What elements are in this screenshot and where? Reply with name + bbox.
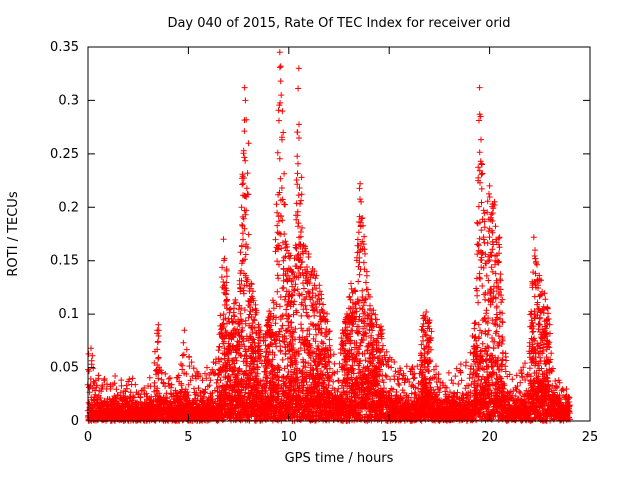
- plot-area: [88, 47, 590, 421]
- spike-points: [154, 64, 554, 412]
- x-tick-label: 0: [84, 430, 92, 445]
- y-axis-label: ROTI / TECUs: [6, 191, 21, 276]
- x-tick-label: 10: [281, 430, 298, 445]
- y-tick-label: 0.3: [58, 93, 79, 108]
- x-axis-label: GPS time / hours: [285, 451, 394, 466]
- y-tick-label: 0: [71, 414, 79, 429]
- y-tick-label: 0.15: [50, 254, 79, 269]
- y-tick-label: 0.35: [50, 40, 79, 55]
- chart-title: Day 040 of 2015, Rate Of TEC Index for r…: [167, 16, 510, 31]
- y-tick-label: 0.1: [58, 307, 79, 322]
- x-tick-label: 5: [184, 430, 192, 445]
- peak-points: [88, 49, 551, 352]
- x-tick-label: 25: [582, 430, 599, 445]
- x-tick-label: 15: [381, 430, 398, 445]
- y-tick-label: 0.2: [58, 200, 79, 215]
- plot-border: [87, 46, 591, 422]
- y-tick-label: 0.05: [50, 361, 79, 376]
- x-tick-label: 20: [481, 430, 498, 445]
- y-tick-label: 0.25: [50, 147, 79, 162]
- scatter-points: [84, 49, 573, 424]
